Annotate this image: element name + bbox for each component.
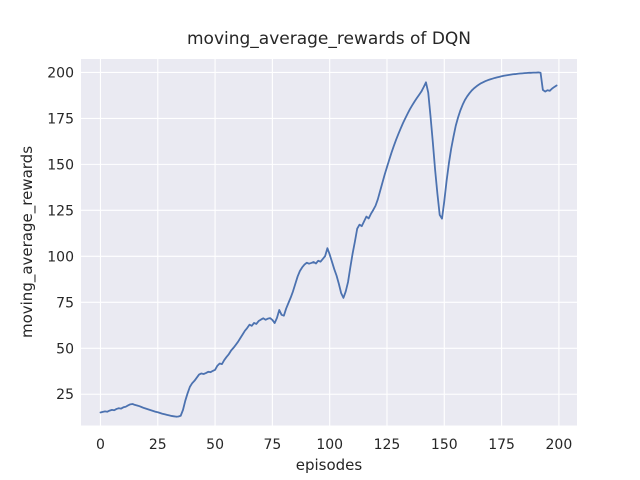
y-tick-label: 200 bbox=[47, 65, 74, 81]
plot-background bbox=[81, 59, 577, 426]
x-tick-label: 50 bbox=[206, 437, 224, 453]
y-tick-label: 25 bbox=[56, 387, 74, 403]
y-tick-label: 150 bbox=[47, 157, 74, 173]
y-tick-label: 125 bbox=[47, 203, 74, 219]
y-tick-labels: 25 50 75 100 125 150 175 200 bbox=[47, 65, 74, 403]
grid-lines bbox=[81, 59, 577, 426]
x-tick-label: 200 bbox=[546, 437, 573, 453]
y-tick-label: 100 bbox=[47, 249, 74, 265]
chart-title: moving_average_rewards of DQN bbox=[186, 29, 472, 49]
y-axis-label: moving_average_rewards bbox=[18, 145, 36, 339]
x-tick-label: 75 bbox=[263, 437, 281, 453]
x-tick-label: 25 bbox=[149, 437, 167, 453]
x-tick-label: 175 bbox=[488, 437, 515, 453]
y-tick-label: 75 bbox=[56, 295, 74, 311]
x-tick-label: 125 bbox=[374, 437, 401, 453]
x-tick-label: 0 bbox=[96, 437, 105, 453]
y-tick-label: 50 bbox=[56, 341, 74, 357]
x-axis-label: episodes bbox=[295, 456, 363, 474]
reward-line-series bbox=[99, 71, 558, 418]
x-tick-label: 150 bbox=[431, 437, 458, 453]
x-tick-labels: 0 25 50 75 100 125 150 175 200 bbox=[96, 437, 572, 453]
x-tick-label: 100 bbox=[316, 437, 343, 453]
y-tick-label: 175 bbox=[47, 111, 74, 127]
